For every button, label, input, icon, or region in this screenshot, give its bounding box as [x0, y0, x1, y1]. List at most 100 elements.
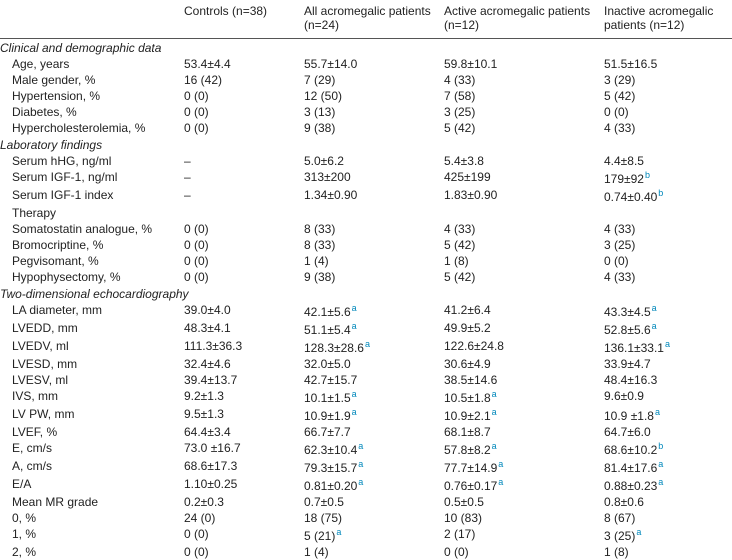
table-row: 1, %0 (0)5 (21)a2 (17)3 (25)a: [0, 526, 732, 544]
table-row: LA diameter, mm39.0±4.042.1±5.6a41.2±6.4…: [0, 302, 732, 320]
table-cell: Bromocriptine, %: [0, 237, 180, 253]
table-row: LVEDV, ml111.3±36.3128.3±28.6a122.6±24.8…: [0, 338, 732, 356]
table-cell: 8 (33): [300, 221, 440, 237]
table-cell: 0 (0): [440, 544, 600, 560]
table-cell: 0 (0): [180, 269, 300, 285]
table-cell: E, cm/s: [0, 440, 180, 458]
table-cell: 18 (75): [300, 510, 440, 526]
table-row: Mean MR grade0.2±0.30.7±0.50.5±0.50.8±0.…: [0, 494, 732, 510]
table-cell: 42.7±15.7: [300, 372, 440, 388]
table-cell: 10 (83): [440, 510, 600, 526]
table-cell: IVS, mm: [0, 388, 180, 406]
table-cell: 0.81±0.20a: [300, 476, 440, 494]
table-cell: 7 (58): [440, 88, 600, 104]
section-title: Therapy: [0, 205, 732, 221]
table-cell: 81.4±17.6a: [600, 458, 732, 476]
col-header-active: Active acromegalic patients (n=12): [440, 0, 600, 39]
footnote-b-icon: b: [645, 170, 650, 180]
table-cell: 68.6±17.3: [180, 458, 300, 476]
table-cell: 39.0±4.0: [180, 302, 300, 320]
table-cell: 59.8±10.1: [440, 56, 600, 72]
table-cell: 30.6±4.9: [440, 356, 600, 372]
table-cell: 77.7±14.9a: [440, 458, 600, 476]
table-cell: 4 (33): [440, 72, 600, 88]
table-cell: 51.5±16.5: [600, 56, 732, 72]
table-cell: LA diameter, mm: [0, 302, 180, 320]
table-cell: Somatostatin analogue, %: [0, 221, 180, 237]
footnote-a-icon: a: [492, 389, 497, 399]
table-cell: 179±92b: [600, 169, 732, 187]
table-cell: 0 (0): [180, 104, 300, 120]
table-cell: 38.5±14.6: [440, 372, 600, 388]
table-row: Age, years53.4±4.455.7±14.059.8±10.151.5…: [0, 56, 732, 72]
table-row: Hypertension, %0 (0)12 (50)7 (58)5 (42): [0, 88, 732, 104]
table-cell: –: [180, 153, 300, 169]
footnote-a-icon: a: [492, 407, 497, 417]
table-row: LV PW, mm9.5±1.310.9±1.9a10.9±2.1a10.9 ±…: [0, 406, 732, 424]
table-row: Bromocriptine, %0 (0)8 (33)5 (42)3 (25): [0, 237, 732, 253]
table-cell: 0.76±0.17a: [440, 476, 600, 494]
footnote-a-icon: a: [336, 527, 341, 537]
table-cell: 43.3±4.5a: [600, 302, 732, 320]
table-cell: 1.34±0.90: [300, 187, 440, 205]
table-cell: 0 (0): [180, 526, 300, 544]
table-cell: 9.5±1.3: [180, 406, 300, 424]
footnote-a-icon: a: [352, 321, 357, 331]
table-body: Clinical and demographic dataAge, years5…: [0, 39, 732, 560]
table-cell: 42.1±5.6a: [300, 302, 440, 320]
footnote-a-icon: a: [358, 441, 363, 451]
table-cell: Age, years: [0, 56, 180, 72]
table-cell: 0.88±0.23a: [600, 476, 732, 494]
table-cell: 3 (25): [600, 237, 732, 253]
table-row: Male gender, %16 (42)7 (29)4 (33)3 (29): [0, 72, 732, 88]
table-cell: 55.7±14.0: [300, 56, 440, 72]
table-cell: Hypertension, %: [0, 88, 180, 104]
table-cell: 1 (8): [600, 544, 732, 560]
table-cell: LV PW, mm: [0, 406, 180, 424]
table-cell: 0.5±0.5: [440, 494, 600, 510]
section-title: Laboratory findings: [0, 136, 732, 153]
table-cell: Hypercholesterolemia, %: [0, 120, 180, 136]
table-cell: –: [180, 187, 300, 205]
table-cell: 64.7±6.0: [600, 424, 732, 440]
table-cell: Pegvisomant, %: [0, 253, 180, 269]
table-row: Hypercholesterolemia, %0 (0)9 (38)5 (42)…: [0, 120, 732, 136]
footnote-a-icon: a: [358, 477, 363, 487]
table-cell: 48.4±16.3: [600, 372, 732, 388]
table-cell: 53.4±4.4: [180, 56, 300, 72]
footnote-a-icon: a: [352, 389, 357, 399]
table-cell: LVEDD, mm: [0, 320, 180, 338]
footnote-a-icon: a: [665, 339, 670, 349]
table-cell: Male gender, %: [0, 72, 180, 88]
table-cell: 24 (0): [180, 510, 300, 526]
table-cell: E/A: [0, 476, 180, 494]
table-cell: Diabetes, %: [0, 104, 180, 120]
table-cell: 7 (29): [300, 72, 440, 88]
table-row: Serum hHG, ng/ml–5.0±6.25.4±3.84.4±8.5: [0, 153, 732, 169]
table-cell: 5 (42): [440, 237, 600, 253]
footnote-a-icon: a: [498, 477, 503, 487]
table-cell: 62.3±10.4a: [300, 440, 440, 458]
table-cell: 33.9±4.7: [600, 356, 732, 372]
table-cell: LVEDV, ml: [0, 338, 180, 356]
table-cell: 5 (42): [600, 88, 732, 104]
table-cell: Serum IGF-1 index: [0, 187, 180, 205]
table-cell: 9 (38): [300, 120, 440, 136]
table-cell: 51.1±5.4a: [300, 320, 440, 338]
table-cell: 3 (29): [600, 72, 732, 88]
footnote-a-icon: a: [498, 459, 503, 469]
table-row: 2, %0 (0)1 (4)0 (0)1 (8): [0, 544, 732, 560]
table-cell: Serum hHG, ng/ml: [0, 153, 180, 169]
table-row: Hypophysectomy, %0 (0)9 (38)5 (42)4 (33): [0, 269, 732, 285]
table-cell: 0.2±0.3: [180, 494, 300, 510]
table-cell: 0.74±0.40b: [600, 187, 732, 205]
table-cell: A, cm/s: [0, 458, 180, 476]
table-row: Serum IGF-1 index–1.34±0.901.83±0.900.74…: [0, 187, 732, 205]
table-cell: 66.7±7.7: [300, 424, 440, 440]
table-row: IVS, mm9.2±1.310.1±1.5a10.5±1.8a9.6±0.9: [0, 388, 732, 406]
table-row: LVEDD, mm48.3±4.151.1±5.4a49.9±5.252.8±5…: [0, 320, 732, 338]
table-cell: 111.3±36.3: [180, 338, 300, 356]
col-header-blank: [0, 0, 180, 39]
table-cell: 0.8±0.6: [600, 494, 732, 510]
table-cell: 2 (17): [440, 526, 600, 544]
